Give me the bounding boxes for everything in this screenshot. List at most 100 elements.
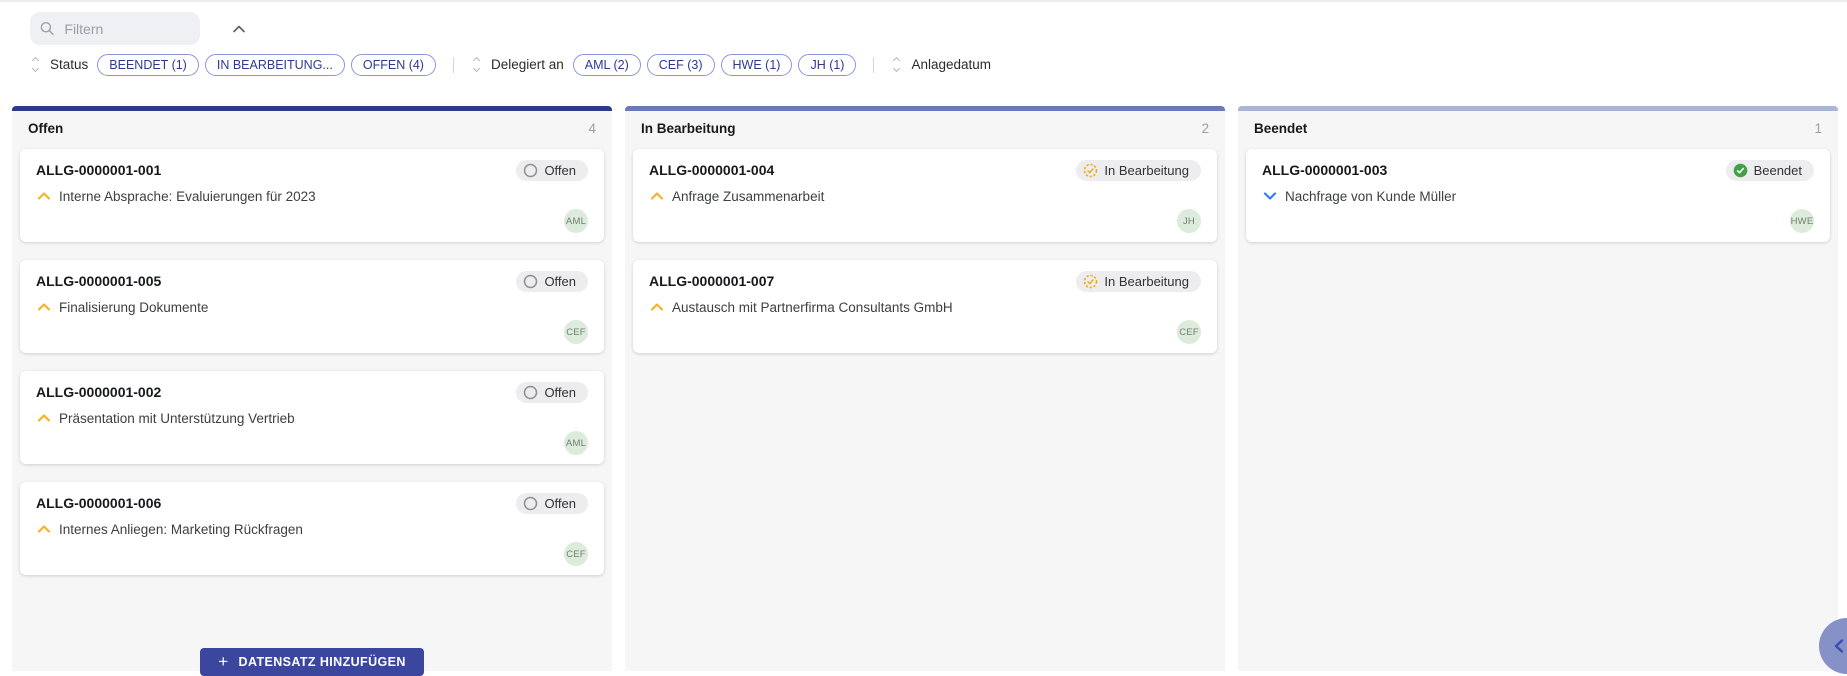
card-allg-0000001-003[interactable]: ALLG-0000001-003 Beendet Nachfrage von K… [1246, 149, 1830, 242]
filter-pill-hwe[interactable]: HWE (1) [720, 53, 793, 76]
card-id: ALLG-0000001-006 [36, 495, 162, 511]
status-open-icon [524, 163, 538, 178]
card-list: ALLG-0000001-004 In Bearbeitung Anfrage … [625, 145, 1225, 371]
card-allg-0000001-002[interactable]: ALLG-0000001-002 Offen Präsentation mit … [20, 371, 604, 464]
status-done-icon [1733, 163, 1747, 178]
card-description: Austausch mit Partnerfirma Consultants G… [672, 299, 953, 315]
filter-label-delegiert-an: Delegiert an [490, 57, 564, 72]
column-count: 1 [1814, 120, 1822, 136]
filter-row: Status BEENDET (1) IN BEARBEITUNG... OFF… [30, 53, 1847, 76]
status-label: Offen [544, 163, 576, 178]
column-header: In Bearbeitung 2 [625, 111, 1225, 145]
filter-pill-in-bearbeitung[interactable]: IN BEARBEITUNG... [204, 53, 345, 76]
filter-group-delegiert-an: Delegiert an AML (2) CEF (3) HWE (1) JH … [471, 53, 857, 76]
priority-high-icon [37, 525, 51, 533]
filter-label-status: Status [50, 57, 89, 72]
filter-pill-offen[interactable]: OFFEN (4) [350, 53, 436, 76]
avatar: CEF [564, 542, 588, 566]
status-badge: Offen [516, 160, 588, 181]
status-open-icon [524, 496, 538, 511]
card-id: ALLG-0000001-001 [36, 162, 162, 178]
status-badge: Offen [516, 271, 588, 292]
sort-icon[interactable] [891, 56, 902, 73]
card-description: Nachfrage von Kunde Müller [1285, 188, 1457, 204]
status-label: Offen [544, 385, 576, 400]
status-badge: Beendet [1725, 160, 1814, 181]
status-label: In Bearbeitung [1104, 163, 1189, 178]
filter-pill-cef[interactable]: CEF (3) [646, 53, 715, 76]
priority-high-icon [37, 303, 51, 311]
column-beendet: Beendet 1 ALLG-0000001-003 Beendet Nachf… [1238, 106, 1838, 671]
card-allg-0000001-007[interactable]: ALLG-0000001-007 In Bearbeitung Austausc… [633, 260, 1217, 353]
status-label: In Bearbeitung [1104, 274, 1189, 289]
avatar: CEF [564, 320, 588, 344]
card-allg-0000001-005[interactable]: ALLG-0000001-005 Offen Finalisierung Dok… [20, 260, 604, 353]
collapse-filters-button[interactable] [226, 19, 252, 39]
priority-high-icon [650, 192, 664, 200]
status-in-progress-icon [1084, 163, 1098, 178]
status-badge: In Bearbeitung [1076, 160, 1201, 181]
status-label: Beendet [1753, 163, 1802, 178]
sort-icon[interactable] [30, 56, 41, 73]
chevron-left-icon [1834, 639, 1844, 653]
filter-group-status: Status BEENDET (1) IN BEARBEITUNG... OFF… [30, 53, 436, 76]
card-description: Interne Absprache: Evaluierungen für 202… [59, 188, 316, 204]
status-label: Offen [544, 274, 576, 289]
card-allg-0000001-004[interactable]: ALLG-0000001-004 In Bearbeitung Anfrage … [633, 149, 1217, 242]
plus-icon: + [218, 652, 229, 671]
filter-pill-jh[interactable]: JH (1) [798, 53, 857, 76]
card-description: Präsentation mit Unterstützung Vertrieb [59, 410, 295, 426]
card-allg-0000001-001[interactable]: ALLG-0000001-001 Offen Interne Absprache… [20, 149, 604, 242]
priority-low-icon [1263, 192, 1277, 200]
avatar: CEF [1177, 320, 1201, 344]
card-list: ALLG-0000001-003 Beendet Nachfrage von K… [1238, 145, 1838, 260]
kanban-board: Offen 4 ALLG-0000001-001 Offen Interne A… [0, 106, 1847, 676]
filter-pill-aml[interactable]: AML (2) [572, 53, 641, 76]
priority-high-icon [37, 414, 51, 422]
chevron-up-icon [233, 25, 245, 32]
add-record-label: DATENSATZ HINZUFÜGEN [238, 655, 406, 669]
card-id: ALLG-0000001-002 [36, 384, 162, 400]
avatar: JH [1177, 209, 1201, 233]
column-in-bearbeitung: In Bearbeitung 2 ALLG-0000001-004 In Bea… [625, 106, 1225, 671]
divider [452, 56, 454, 73]
status-pills: BEENDET (1) IN BEARBEITUNG... OFFEN (4) [97, 53, 436, 76]
column-count: 4 [588, 120, 596, 136]
column-title: Beendet [1254, 120, 1308, 136]
column-header: Beendet 1 [1238, 111, 1838, 145]
card-allg-0000001-006[interactable]: ALLG-0000001-006 Offen Internes Anliegen… [20, 482, 604, 575]
avatar: HWE [1790, 209, 1814, 233]
card-id: ALLG-0000001-007 [649, 273, 775, 289]
card-list: ALLG-0000001-001 Offen Interne Absprache… [12, 145, 612, 593]
column-title: Offen [28, 120, 64, 136]
column-header: Offen 4 [12, 111, 612, 145]
status-label: Offen [544, 496, 576, 511]
card-description: Internes Anliegen: Marketing Rückfragen [59, 521, 303, 537]
sort-icon[interactable] [471, 56, 482, 73]
filter-group-anlagedatum: Anlagedatum [891, 56, 992, 73]
avatar: AML [564, 431, 588, 455]
delegiert-pills: AML (2) CEF (3) HWE (1) JH (1) [572, 53, 857, 76]
divider [873, 56, 875, 73]
filter-label-anlagedatum: Anlagedatum [911, 57, 992, 72]
column-accent-bar [625, 106, 1225, 111]
card-description: Finalisierung Dokumente [59, 299, 209, 315]
filter-pill-beendet[interactable]: BEENDET (1) [97, 53, 199, 76]
search-input-wrapper[interactable] [30, 12, 200, 45]
search-row [30, 12, 1847, 45]
column-accent-bar [1238, 106, 1838, 111]
status-open-icon [524, 274, 538, 289]
search-icon [40, 21, 54, 36]
priority-high-icon [37, 192, 51, 200]
status-open-icon [524, 385, 538, 400]
status-badge: Offen [516, 382, 588, 403]
add-record-button[interactable]: + DATENSATZ HINZUFÜGEN [200, 648, 424, 676]
status-in-progress-icon [1084, 274, 1098, 289]
avatar: AML [564, 209, 588, 233]
card-description: Anfrage Zusammenarbeit [672, 188, 825, 204]
status-badge: In Bearbeitung [1076, 271, 1201, 292]
priority-high-icon [650, 303, 664, 311]
column-title: In Bearbeitung [641, 120, 736, 136]
column-count: 2 [1201, 120, 1209, 136]
search-input[interactable] [62, 19, 190, 38]
